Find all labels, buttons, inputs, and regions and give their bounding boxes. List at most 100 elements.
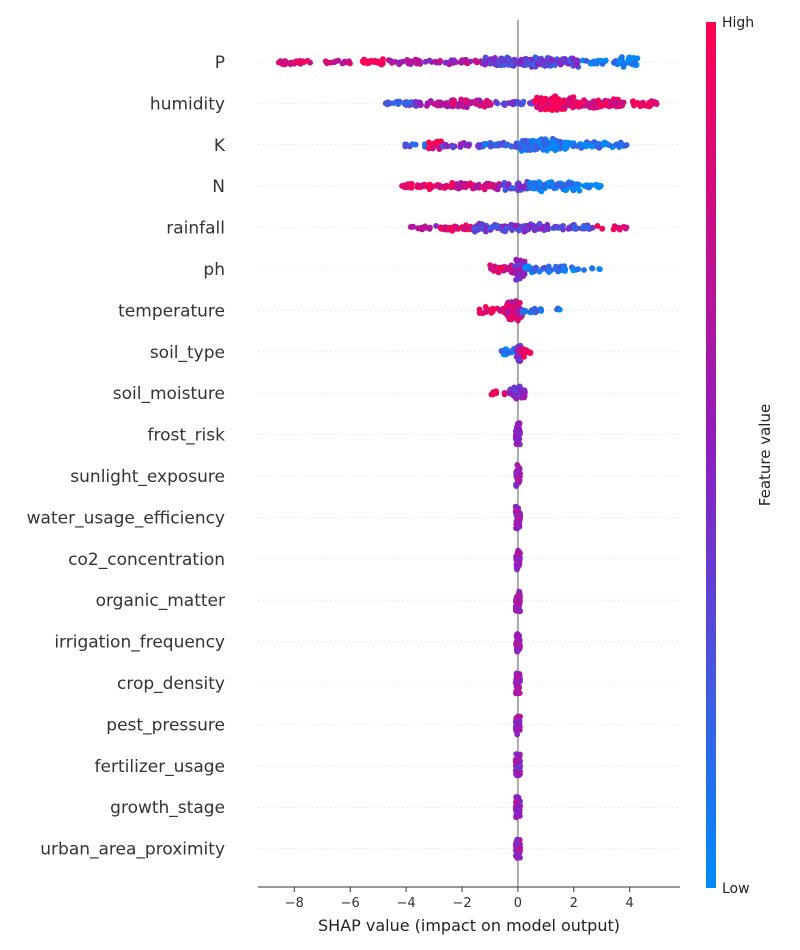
shap-point xyxy=(510,313,516,320)
shap-point xyxy=(515,515,522,521)
shap-point xyxy=(541,98,548,105)
shap-point xyxy=(451,57,457,64)
shap-point xyxy=(574,181,581,188)
shap-point xyxy=(545,263,552,270)
shap-point xyxy=(596,145,602,151)
x-tick-label: 2 xyxy=(570,896,578,911)
shap-point xyxy=(457,141,464,148)
feature-label: temperature xyxy=(118,301,225,321)
shap-point xyxy=(536,220,543,227)
shap-point xyxy=(512,61,519,67)
shap-point xyxy=(442,141,449,148)
shap-point xyxy=(622,225,629,232)
shap-point xyxy=(515,593,522,599)
shap-point xyxy=(554,182,560,188)
shap-point xyxy=(492,61,499,68)
feature-label: rainfall xyxy=(166,219,225,239)
feature-label: N xyxy=(212,177,225,197)
shap-point xyxy=(514,556,521,562)
shap-point xyxy=(556,59,563,66)
shap-point xyxy=(409,224,416,231)
shap-point xyxy=(528,181,534,188)
shap-point xyxy=(488,310,495,316)
shap-point xyxy=(454,183,461,190)
shap-point xyxy=(594,223,601,229)
shap-point xyxy=(602,57,609,64)
shap-point xyxy=(514,794,521,801)
shap-point xyxy=(551,104,558,111)
shap-point xyxy=(617,141,623,148)
colorbar-low-label: Low xyxy=(722,881,750,897)
shap-point xyxy=(563,182,570,188)
shap-point xyxy=(455,103,462,110)
shap-point xyxy=(574,101,580,108)
feature-label: growth_stage xyxy=(110,798,225,818)
shap-point xyxy=(544,225,550,232)
shap-point xyxy=(637,103,644,110)
shap-point xyxy=(462,184,469,191)
shap-point xyxy=(465,224,472,230)
shap-point xyxy=(405,100,412,106)
shap-point xyxy=(486,101,493,108)
feature-label: sunlight_exposure xyxy=(70,467,225,487)
shap-point xyxy=(536,268,543,275)
shap-point xyxy=(508,185,515,191)
shap-point xyxy=(482,304,489,310)
shap-point xyxy=(502,142,509,149)
shap-point xyxy=(425,139,432,146)
x-tick-label: 0 xyxy=(514,896,522,911)
shap-point xyxy=(514,731,521,738)
shap-point xyxy=(514,98,521,105)
shap-point xyxy=(513,599,520,605)
x-axis-label: SHAP value (impact on model output) xyxy=(318,916,620,935)
shap-point xyxy=(490,391,497,398)
shap-point xyxy=(617,103,623,109)
shap-point xyxy=(512,222,519,229)
shap-point xyxy=(493,99,499,105)
colorbar-high-label: High xyxy=(722,15,754,31)
shap-point xyxy=(467,180,474,187)
shap-point xyxy=(590,104,596,111)
shap-point xyxy=(625,57,631,64)
shap-point xyxy=(514,769,520,776)
shap-point xyxy=(513,468,520,475)
shap-point xyxy=(542,63,548,69)
shap-point xyxy=(573,62,580,68)
shap-point xyxy=(486,183,493,190)
shap-point xyxy=(515,420,521,427)
shap-point xyxy=(458,96,465,103)
shap-point xyxy=(333,58,340,64)
shap-point xyxy=(561,266,568,273)
shap-point xyxy=(616,225,623,231)
shap-point xyxy=(482,61,489,68)
shap-point xyxy=(515,480,522,486)
shap-point xyxy=(408,184,415,191)
shap-point xyxy=(289,59,296,66)
shap-point xyxy=(521,183,527,190)
shap-point xyxy=(517,58,524,65)
shap-point xyxy=(507,390,513,397)
shap-point xyxy=(521,353,527,360)
shap-point xyxy=(512,756,519,763)
shap-point xyxy=(610,226,617,233)
shap-point xyxy=(420,182,426,189)
shap-point xyxy=(427,224,433,231)
x-tick-label: −2 xyxy=(452,896,471,911)
feature-label: co2_concentration xyxy=(68,550,225,570)
shap-point xyxy=(339,60,346,67)
shap-point xyxy=(449,180,455,186)
shap-point xyxy=(520,273,527,279)
shap-point xyxy=(282,61,288,68)
shap-point xyxy=(295,59,302,66)
shap-point xyxy=(426,57,433,64)
shap-point xyxy=(582,99,589,106)
shap-point xyxy=(437,57,444,64)
shap-point xyxy=(487,60,494,67)
feature-label: humidity xyxy=(150,94,225,114)
shap-point xyxy=(616,58,623,65)
shap-point xyxy=(510,308,516,315)
shap-point xyxy=(590,98,597,104)
shap-point xyxy=(491,268,497,274)
x-axis-ticks: −8 −6 −4 −2 0 2 4 xyxy=(285,887,634,911)
